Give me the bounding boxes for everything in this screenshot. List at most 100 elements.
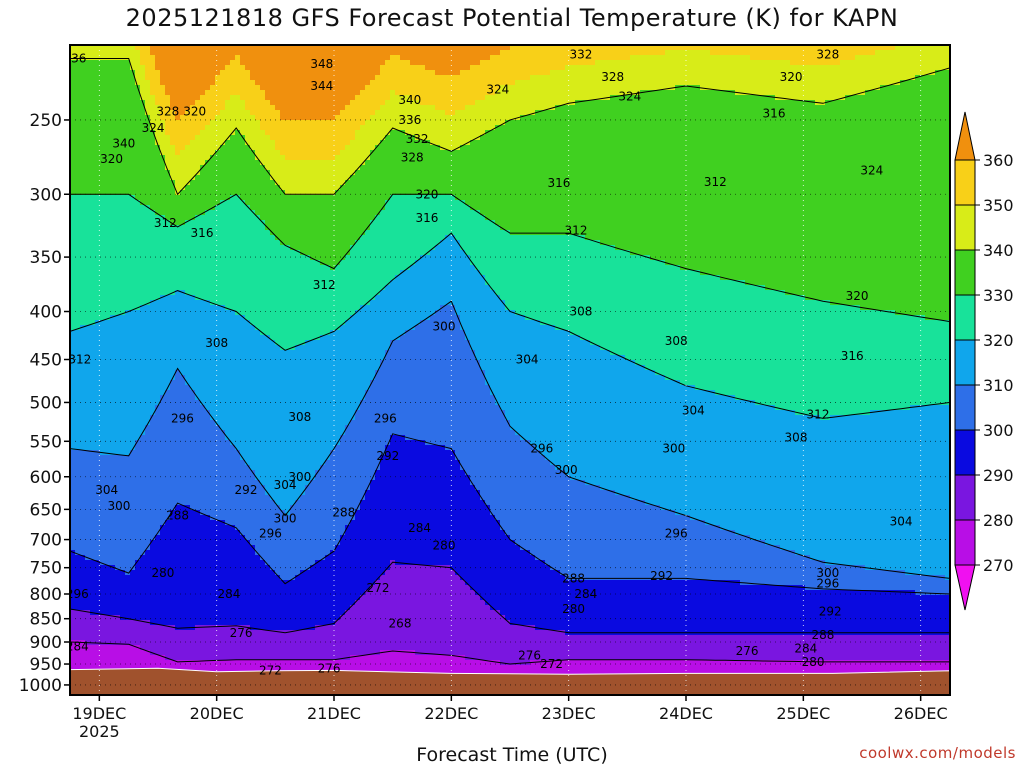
theta-cell (120, 655, 126, 661)
theta-cell (195, 615, 201, 621)
theta-cell (245, 220, 251, 226)
theta-cell (100, 430, 106, 436)
theta-cell (85, 410, 91, 416)
theta-cell (220, 195, 226, 201)
theta-cell (130, 260, 136, 266)
theta-cell (245, 620, 251, 626)
theta-cell (240, 380, 246, 386)
theta-cell (75, 185, 81, 191)
theta-cell (190, 155, 196, 161)
theta-cell (205, 60, 211, 66)
theta-cell (75, 385, 81, 391)
theta-cell (130, 85, 136, 91)
theta-cell (185, 540, 191, 546)
theta-cell (170, 135, 176, 141)
theta-cell (135, 320, 141, 326)
theta-cell (145, 250, 151, 256)
theta-cell (215, 555, 221, 561)
theta-cell (140, 170, 146, 176)
theta-cell (210, 385, 216, 391)
theta-cell (80, 260, 86, 266)
theta-cell (135, 250, 141, 256)
theta-cell (220, 470, 226, 476)
theta-cell (110, 410, 116, 416)
theta-cell (195, 645, 201, 651)
theta-cell (210, 405, 216, 411)
theta-cell (110, 550, 116, 556)
theta-cell (145, 635, 151, 641)
theta-cell (130, 655, 136, 661)
theta-cell (145, 235, 151, 241)
theta-cell (220, 125, 226, 131)
theta-cell (125, 545, 131, 551)
theta-cell (170, 210, 176, 216)
theta-cell (245, 425, 251, 431)
theta-cell (150, 610, 156, 616)
theta-cell (225, 530, 231, 536)
theta-cell (110, 545, 116, 551)
theta-cell (230, 665, 236, 671)
theta-cell (165, 420, 171, 426)
theta-cell (100, 110, 106, 116)
theta-cell (165, 50, 171, 56)
theta-cell (220, 545, 226, 551)
theta-cell (165, 60, 171, 66)
theta-cell (90, 370, 96, 376)
theta-cell (120, 235, 126, 241)
theta-cell (145, 55, 151, 61)
theta-cell (195, 55, 201, 61)
theta-cell (110, 360, 116, 366)
theta-cell (110, 375, 116, 381)
theta-cell (85, 200, 91, 206)
theta-cell (130, 215, 136, 221)
theta-cell (190, 655, 196, 661)
theta-cell (190, 570, 196, 576)
theta-cell (170, 345, 176, 351)
theta-cell (185, 635, 191, 641)
theta-cell (175, 75, 181, 81)
theta-cell (235, 235, 241, 241)
theta-cell (75, 410, 81, 416)
theta-cell (100, 305, 106, 311)
theta-cell (250, 515, 256, 521)
theta-cell (155, 435, 161, 441)
theta-cell (115, 465, 121, 471)
theta-cell (160, 65, 166, 71)
theta-cell (190, 265, 196, 271)
theta-cell (80, 395, 86, 401)
theta-cell (200, 360, 206, 366)
theta-cell (180, 215, 186, 221)
theta-cell (150, 315, 156, 321)
theta-cell (250, 280, 256, 286)
theta-cell (140, 575, 146, 581)
theta-cell (185, 120, 191, 126)
theta-cell (90, 615, 96, 621)
theta-cell (75, 80, 81, 86)
theta-cell (210, 55, 216, 61)
theta-cell (230, 280, 236, 286)
theta-cell (175, 90, 181, 96)
theta-cell (245, 80, 251, 86)
theta-cell (135, 145, 141, 151)
theta-cell (85, 490, 91, 496)
theta-cell (220, 390, 226, 396)
theta-cell (105, 305, 111, 311)
theta-cell (150, 600, 156, 606)
theta-cell (90, 95, 96, 101)
theta-cell (195, 350, 201, 356)
theta-cell (100, 85, 106, 91)
theta-cell (255, 510, 261, 516)
theta-cell (260, 235, 266, 241)
theta-cell (245, 55, 251, 61)
theta-cell (120, 195, 126, 201)
theta-cell (110, 95, 116, 101)
theta-cell (235, 420, 241, 426)
theta-cell (90, 295, 96, 301)
theta-cell (140, 225, 146, 231)
theta-cell (145, 590, 151, 596)
theta-cell (100, 415, 106, 421)
theta-cell (220, 525, 226, 531)
theta-cell (75, 300, 81, 306)
theta-cell (220, 475, 226, 481)
theta-cell (190, 635, 196, 641)
